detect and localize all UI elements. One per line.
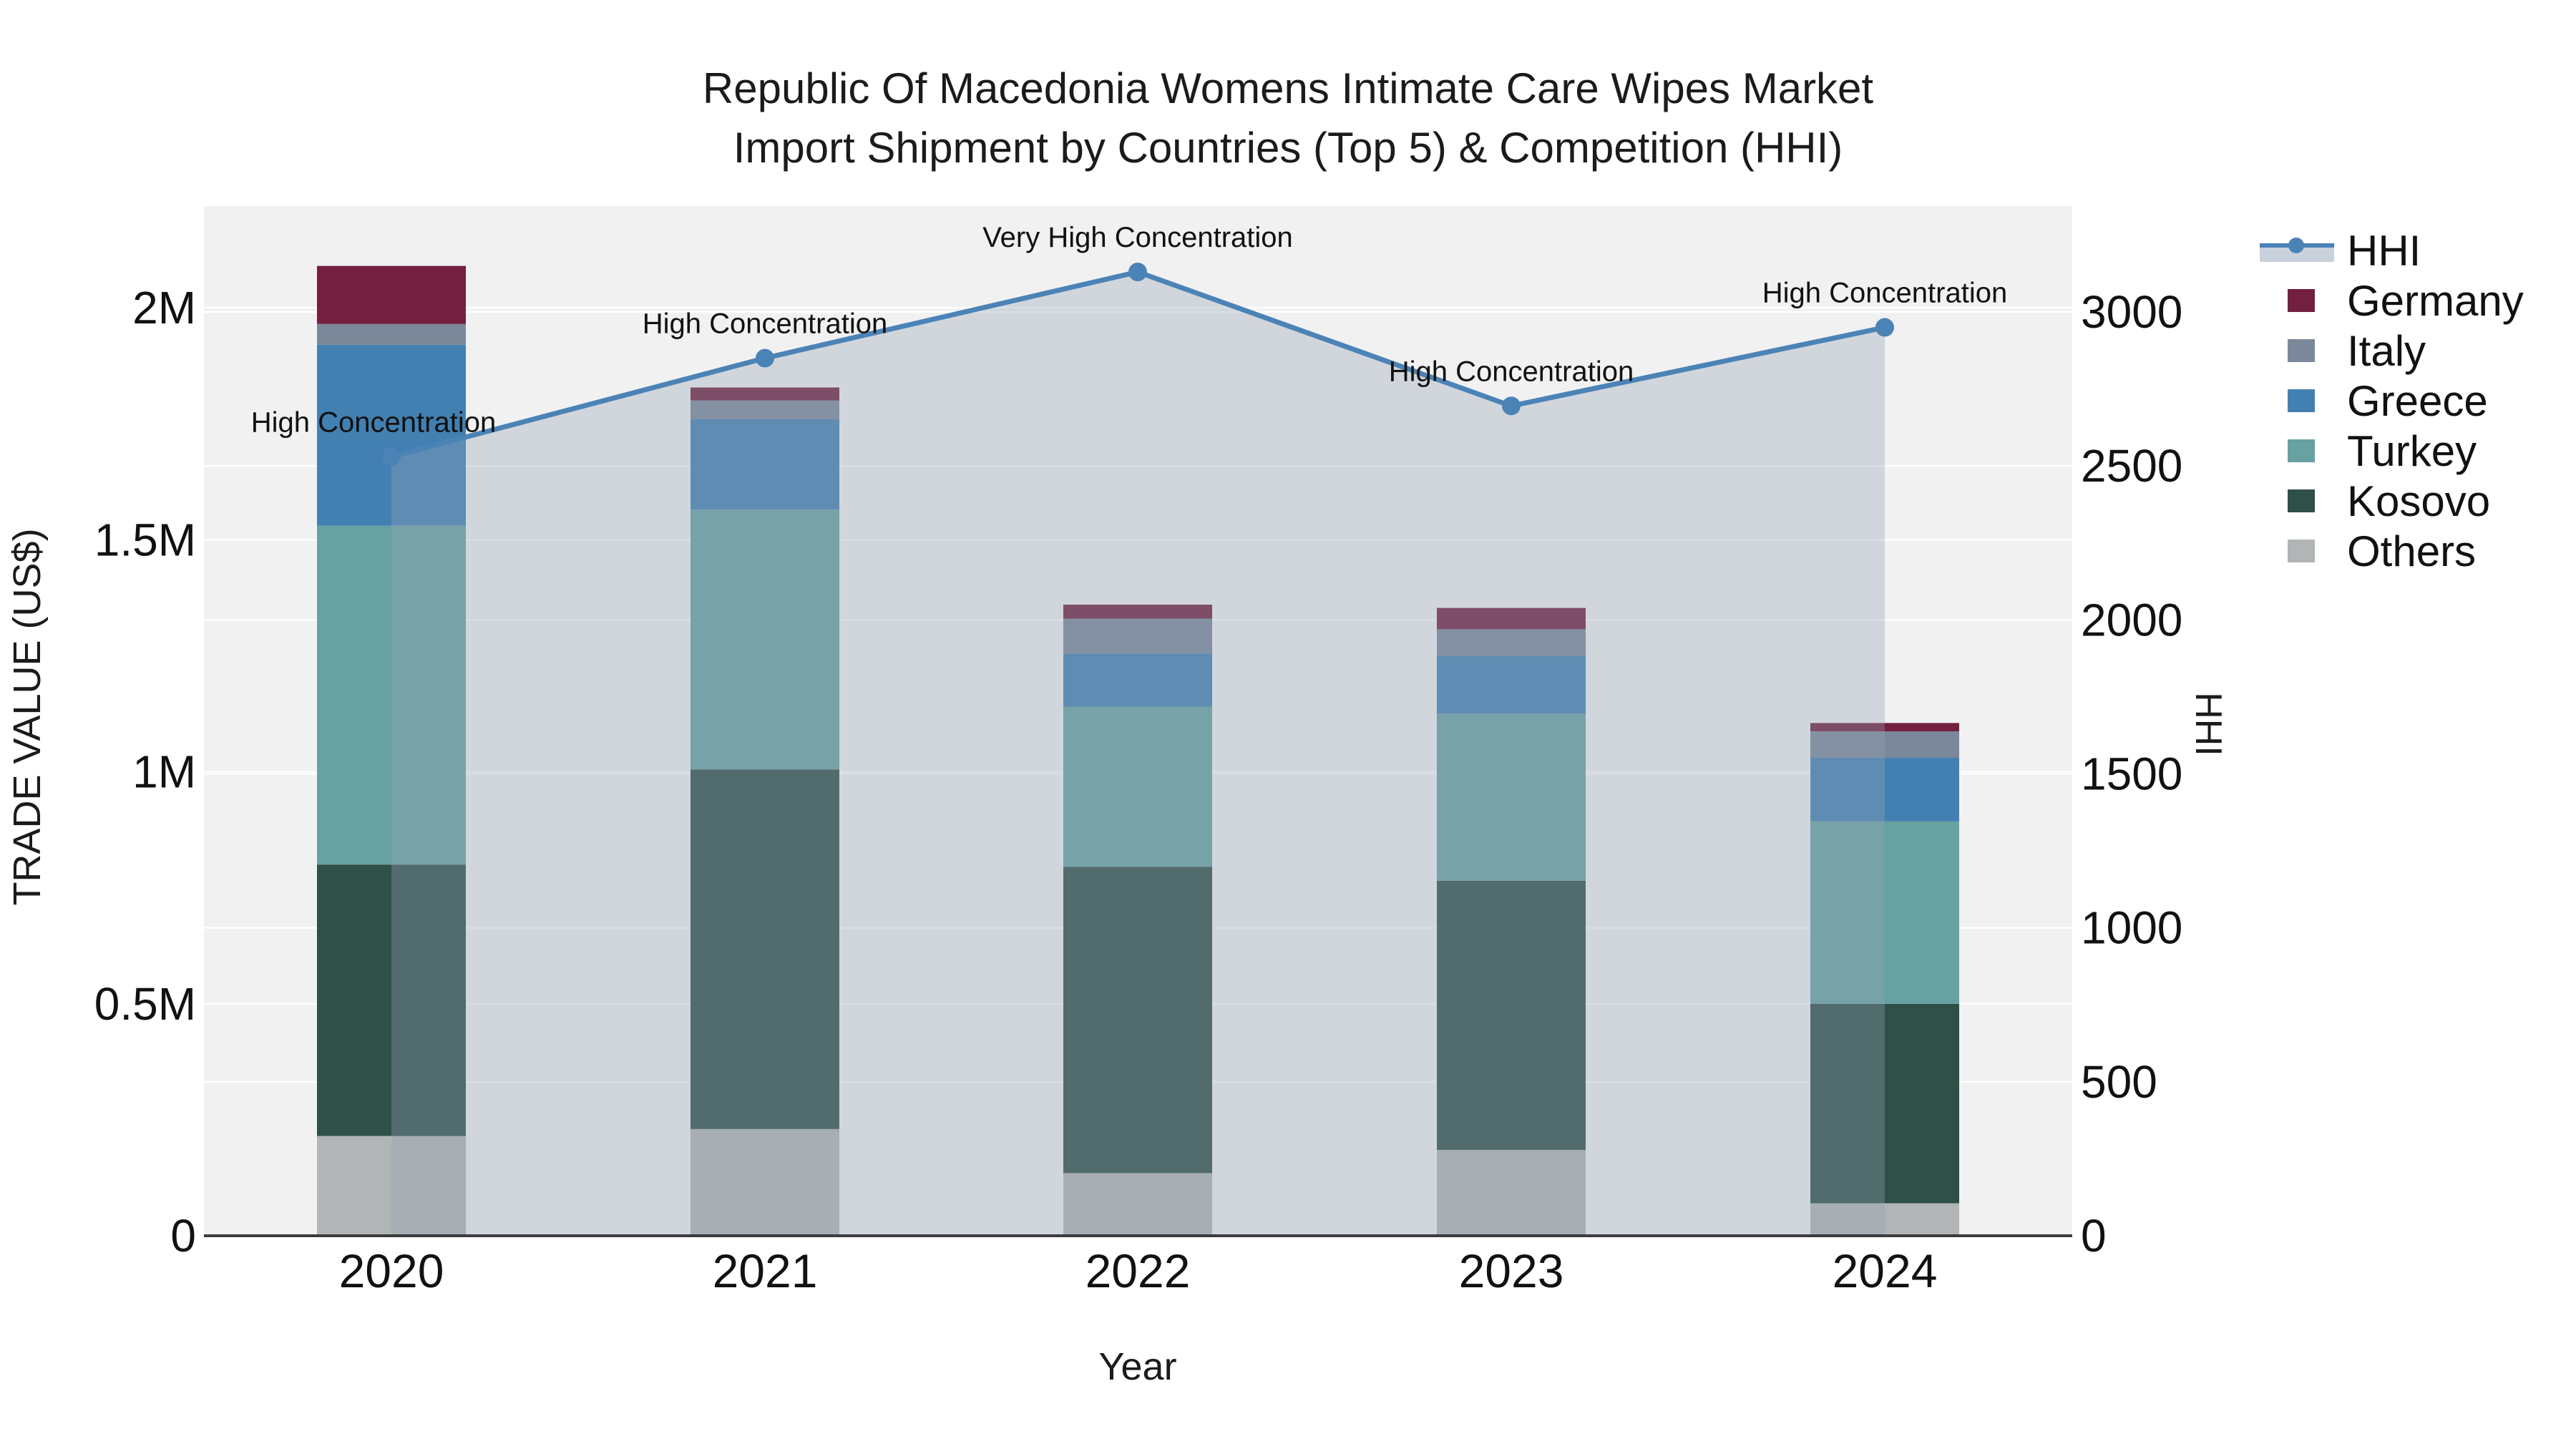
bar-segment-others-2020[interactable] bbox=[317, 1136, 466, 1236]
hhi-fill-swatch bbox=[2260, 248, 2334, 262]
hhi-line-legend-icon bbox=[2254, 235, 2347, 266]
bar-segment-greece-2020[interactable] bbox=[317, 344, 466, 526]
x-tick-label: 2022 bbox=[1085, 1244, 1191, 1297]
legend-label: Italy bbox=[2347, 326, 2426, 375]
x-tick-label: 2020 bbox=[339, 1244, 444, 1297]
y-right-tick-label: 1000 bbox=[2081, 902, 2182, 954]
y-left-tick-label: 2M bbox=[132, 282, 196, 333]
hhi-marker-2021[interactable] bbox=[756, 348, 774, 368]
y-left-tick-label: 0 bbox=[170, 1210, 196, 1262]
bar-segment-greece-2023[interactable] bbox=[1437, 655, 1586, 714]
bar-segment-turkey-2023[interactable] bbox=[1437, 713, 1586, 881]
legend-item-kosovo[interactable]: Kosovo bbox=[2254, 476, 2569, 526]
color-swatch-icon bbox=[2288, 439, 2315, 462]
legend-label: Greece bbox=[2347, 376, 2488, 425]
color-swatch-icon bbox=[2288, 339, 2315, 362]
bar-segment-greece-2021[interactable] bbox=[691, 419, 839, 510]
hhi-marker-2023[interactable] bbox=[1502, 396, 1521, 416]
x-tick-label: 2021 bbox=[713, 1244, 818, 1297]
hhi-annotation: High Concentration bbox=[643, 308, 887, 340]
legend-item-italy[interactable]: Italy bbox=[2254, 326, 2569, 376]
legend-item-germany[interactable]: Germany bbox=[2254, 275, 2569, 326]
color-swatch-icon bbox=[2288, 540, 2315, 562]
color-swatch-icon bbox=[2288, 489, 2315, 512]
bar-segment-turkey-2024[interactable] bbox=[1810, 821, 1959, 1004]
y-right-tick-label: 500 bbox=[2081, 1056, 2157, 1108]
bar-segment-germany-2023[interactable] bbox=[1437, 608, 1586, 630]
chart-title-line2: Import Shipment by Countries (Top 5) & C… bbox=[733, 124, 1843, 172]
hhi-annotation: Very High Concentration bbox=[982, 222, 1293, 253]
hhi-area-fill bbox=[391, 272, 1885, 1236]
hhi-marker-swatch bbox=[2288, 238, 2304, 253]
bar-segment-italy-2021[interactable] bbox=[691, 400, 839, 419]
bar-segment-kosovo-2023[interactable] bbox=[1437, 880, 1586, 1151]
bar-segment-germany-2024[interactable] bbox=[1810, 723, 1959, 732]
bar-segment-italy-2020[interactable] bbox=[317, 323, 466, 345]
y-axis-left-title: TRADE VALUE (US$) bbox=[6, 528, 49, 906]
bar-segment-germany-2022[interactable] bbox=[1063, 605, 1212, 619]
legend-item-turkey[interactable]: Turkey bbox=[2254, 426, 2569, 476]
legend-swatch-kosovo bbox=[2254, 485, 2347, 517]
bar-segment-kosovo-2022[interactable] bbox=[1063, 867, 1212, 1174]
x-tick-label: 2023 bbox=[1459, 1244, 1564, 1297]
hhi-annotation: High Concentration bbox=[1389, 356, 1634, 387]
bar-segment-others-2021[interactable] bbox=[691, 1128, 839, 1236]
bar-segment-kosovo-2020[interactable] bbox=[317, 864, 466, 1136]
color-swatch-icon bbox=[2288, 389, 2315, 412]
legend-label: Turkey bbox=[2347, 426, 2477, 475]
chart-title: Republic Of Macedonia Womens Intimate Ca… bbox=[0, 59, 2576, 177]
y-axis-right-title: HHI bbox=[2187, 692, 2229, 756]
bar-segment-greece-2024[interactable] bbox=[1810, 758, 1959, 821]
legend-swatch-turkey bbox=[2254, 435, 2347, 467]
hhi-annotation: High Concentration bbox=[251, 406, 496, 438]
y-left-tick-label: 0.5M bbox=[94, 978, 196, 1030]
bar-segment-turkey-2020[interactable] bbox=[317, 525, 466, 865]
bar-segment-italy-2024[interactable] bbox=[1810, 731, 1959, 758]
legend-swatch-italy bbox=[2254, 335, 2347, 366]
legend-swatch-germany bbox=[2254, 285, 2347, 316]
legend-item-others[interactable]: Others bbox=[2254, 526, 2569, 576]
legend-label: Kosovo bbox=[2347, 477, 2491, 525]
y-right-tick-label: 1500 bbox=[2081, 748, 2182, 800]
hhi-marker-2024[interactable] bbox=[1875, 318, 1894, 337]
hhi-annotation: High Concentration bbox=[1762, 278, 2007, 309]
legend-item-hhi[interactable]: HHI bbox=[2254, 225, 2569, 275]
bar-segment-germany-2021[interactable] bbox=[691, 387, 839, 401]
bar-segment-kosovo-2021[interactable] bbox=[691, 769, 839, 1129]
legend-swatch-greece bbox=[2254, 385, 2347, 416]
y-right-tick-label: 2500 bbox=[2081, 440, 2182, 492]
x-axis-title: Year bbox=[1098, 1345, 1177, 1388]
bar-segment-greece-2022[interactable] bbox=[1063, 653, 1212, 707]
bar-segment-others-2024[interactable] bbox=[1810, 1203, 1959, 1236]
bar-segment-turkey-2021[interactable] bbox=[691, 509, 839, 770]
bar-segment-turkey-2022[interactable] bbox=[1063, 706, 1212, 867]
y-right-tick-label: 3000 bbox=[2081, 286, 2182, 338]
color-swatch-icon bbox=[2288, 289, 2315, 312]
y-right-tick-label: 2000 bbox=[2081, 594, 2182, 645]
legend-label: Others bbox=[2347, 527, 2477, 575]
legend-label: HHI bbox=[2347, 226, 2421, 275]
hhi-marker-2020[interactable] bbox=[382, 447, 401, 467]
bar-segment-italy-2023[interactable] bbox=[1437, 629, 1586, 656]
y-left-tick-label: 1.5M bbox=[94, 514, 196, 565]
bar-segment-others-2022[interactable] bbox=[1063, 1173, 1212, 1236]
hhi-marker-2022[interactable] bbox=[1128, 263, 1147, 282]
legend-swatch-others bbox=[2254, 535, 2347, 567]
bar-segment-germany-2020[interactable] bbox=[317, 265, 466, 324]
y-right-tick-label: 0 bbox=[2081, 1210, 2107, 1262]
bar-segment-others-2023[interactable] bbox=[1437, 1150, 1586, 1236]
legend: HHI Germany Italy Greece Turkey Kosovo Others bbox=[2254, 225, 2569, 576]
legend-label: Germany bbox=[2347, 276, 2524, 325]
legend-item-greece[interactable]: Greece bbox=[2254, 376, 2569, 426]
bar-segment-kosovo-2024[interactable] bbox=[1810, 1003, 1959, 1204]
y-left-tick-label: 1M bbox=[132, 746, 196, 798]
bar-segment-italy-2022[interactable] bbox=[1063, 618, 1212, 654]
x-tick-label: 2024 bbox=[1833, 1244, 1938, 1297]
chart-title-line1: Republic Of Macedonia Womens Intimate Ca… bbox=[702, 64, 1874, 112]
